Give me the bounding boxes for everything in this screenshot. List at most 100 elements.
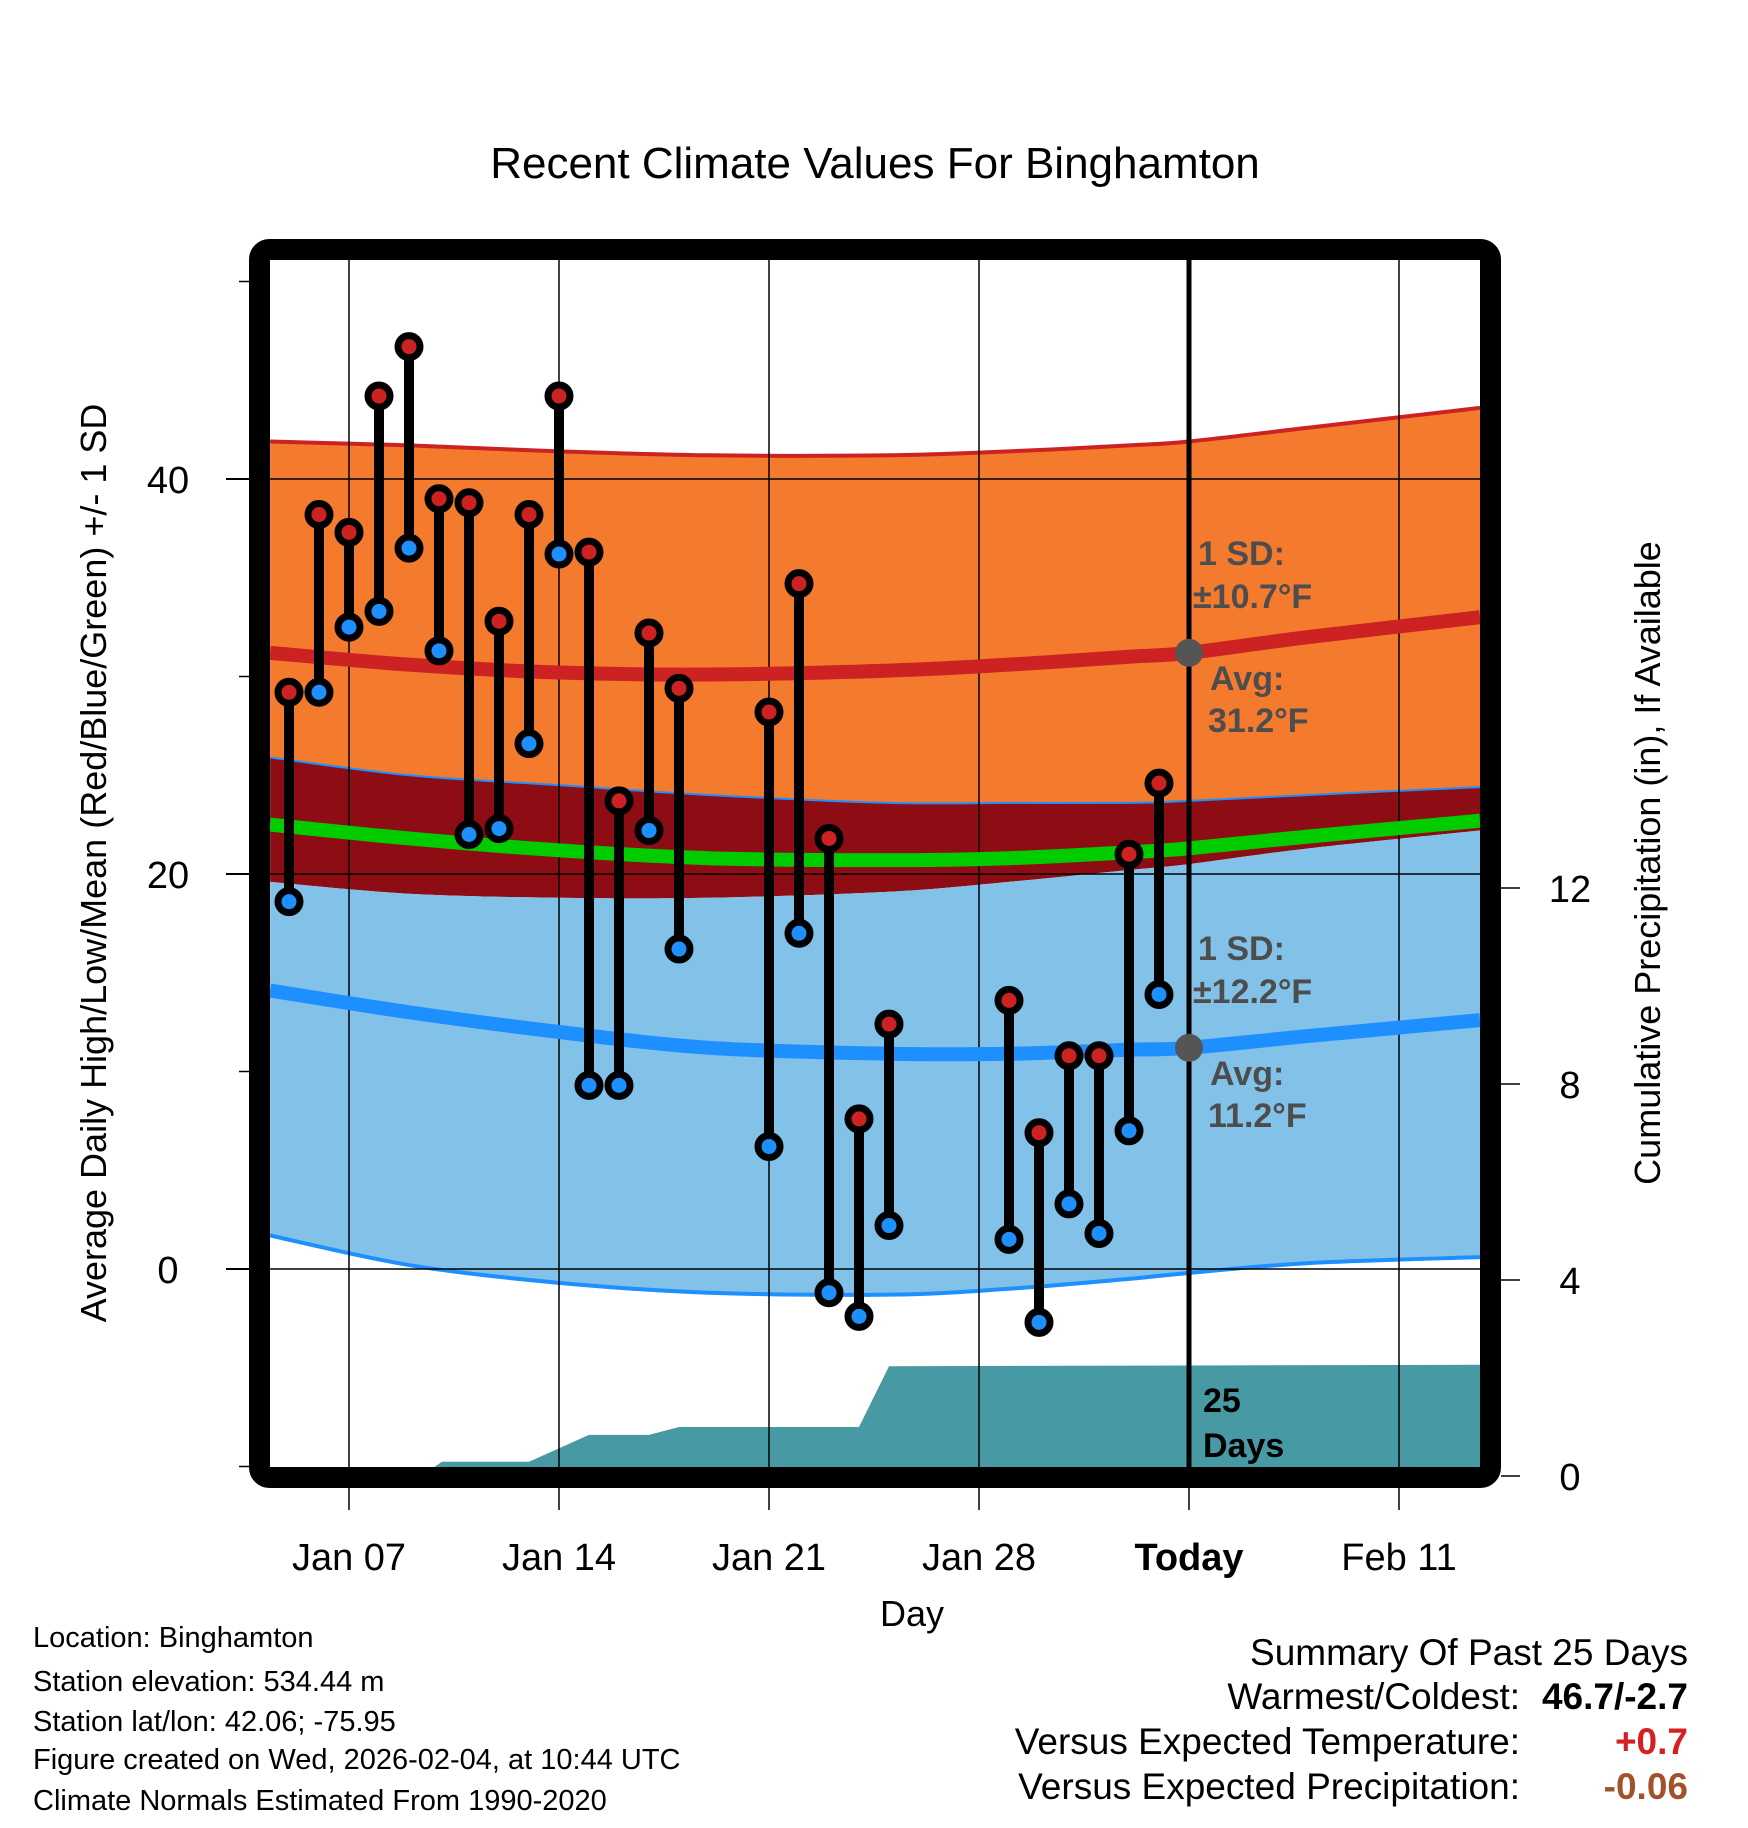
low-marker — [454, 820, 484, 849]
high-mean-line — [270, 610, 1480, 682]
y-axis-label: Average Daily High/Low/Mean (Red/Blue/Gr… — [73, 404, 114, 1323]
observation-jan-07 — [334, 517, 364, 642]
high-marker — [754, 697, 784, 727]
observation-jan-15 — [574, 537, 604, 1100]
observation-jan-08 — [364, 381, 394, 626]
low-marker — [604, 1070, 634, 1100]
high-sd-band — [270, 407, 1480, 804]
high-marker — [1054, 1041, 1084, 1071]
observation-jan-14 — [544, 381, 574, 569]
observation-jan-09 — [394, 332, 424, 563]
high-marker — [484, 606, 514, 636]
y-tick-label: 0 — [157, 1250, 178, 1292]
low-sd-label: 1 SD: — [1198, 930, 1285, 968]
observation-jan-21 — [754, 697, 784, 1162]
observation-jan-29 — [994, 985, 1024, 1254]
meta-normals: Climate Normals Estimated From 1990-2020 — [33, 1785, 607, 1817]
vs-precip-value: -0.06 — [1603, 1766, 1688, 1807]
observation-jan-12 — [484, 606, 514, 844]
x-axis-label: Day — [880, 1593, 944, 1634]
axes: Jan 07 Jan 14 Jan 21 Jan 28 Today Feb 1102040… — [147, 280, 1591, 1579]
observation-jan-17 — [634, 618, 664, 846]
low-marker — [484, 814, 514, 844]
observation-jan-11 — [454, 488, 484, 849]
low-marker — [1054, 1189, 1084, 1219]
high-marker — [1084, 1041, 1114, 1071]
low-plus-sd-edge — [270, 756, 1480, 805]
observation-jan-10 — [424, 484, 454, 666]
high-sd-value: ±10.7°F — [1193, 578, 1312, 616]
low-sd-value: ±12.2°F — [1193, 973, 1312, 1011]
observation-jan-18 — [664, 673, 694, 964]
high-marker — [424, 484, 454, 514]
low-marker — [544, 539, 574, 569]
precipitation-fill — [434, 1364, 1480, 1467]
high-marker — [544, 381, 574, 411]
days-count-label: 25 — [1203, 1382, 1241, 1420]
observation-jan-05 — [274, 677, 304, 917]
meta-elevation: Station elevation: 534.44 m — [33, 1666, 385, 1698]
summary-vs-precip: Versus Expected Precipitation: -0.06 — [1018, 1766, 1688, 1808]
y2-tick-label: 12 — [1549, 869, 1591, 911]
high-marker — [664, 673, 694, 703]
observation-jan-13 — [514, 500, 544, 759]
y-tick-label: 20 — [147, 855, 189, 897]
observation-jan-22 — [784, 569, 814, 948]
observation-jan-31 — [1054, 1041, 1084, 1219]
annotations: 1 SD: ±10.7°F Avg: 31.2°F 1 SD: ±12.2°F … — [1193, 535, 1312, 1465]
high-marker — [784, 569, 814, 599]
high-marker — [574, 537, 604, 567]
low-marker — [1114, 1116, 1144, 1146]
low-marker — [274, 887, 304, 917]
low-marker — [364, 596, 394, 626]
high-marker — [814, 823, 844, 853]
vs-temp-value: +0.7 — [1614, 1721, 1688, 1762]
x-tick-label: Jan 14 — [502, 1537, 616, 1579]
y-tick-label: 40 — [147, 460, 189, 502]
observation-jan-25 — [874, 1009, 904, 1241]
observation-jan-16 — [604, 786, 634, 1100]
meta-created: Figure created on Wed, 2026-02-04, at 10… — [33, 1744, 681, 1776]
high-marker — [274, 677, 304, 707]
days-word-label: Days — [1203, 1427, 1284, 1465]
high-sd-label: 1 SD: — [1198, 535, 1285, 573]
plot-frame — [249, 239, 1501, 1488]
y2-tick-label: 0 — [1559, 1457, 1580, 1499]
precipitation-area — [434, 1364, 1480, 1467]
warmest-coldest-value: 46.7/-2.7 — [1541, 1676, 1688, 1717]
low-marker — [394, 533, 424, 563]
daily-observations — [274, 332, 1174, 1337]
high-marker — [874, 1009, 904, 1039]
observation-jan-24 — [844, 1104, 874, 1331]
y2-axis-label: Cumulative Precipitation (in), If Availa… — [1627, 541, 1668, 1185]
vs-temp-label: Versus Expected Temperature: — [1014, 1721, 1520, 1762]
x-tick-label: Today — [1134, 1537, 1243, 1579]
summary-heading: Summary Of Past 25 Days — [1250, 1632, 1688, 1673]
high-marker — [364, 381, 394, 411]
high-marker — [394, 332, 424, 362]
low-marker — [514, 729, 544, 759]
x-tick-label: Jan 07 — [292, 1537, 406, 1579]
low-marker — [634, 816, 664, 846]
observation-feb-03 — [1144, 768, 1174, 1009]
high-marker — [1144, 768, 1174, 798]
low-minus-sd-edge — [270, 1233, 1480, 1297]
low-marker — [334, 612, 364, 642]
warmest-coldest-label: Warmest/Coldest: — [1227, 1676, 1520, 1717]
low-marker — [994, 1224, 1024, 1254]
low-marker — [874, 1211, 904, 1241]
observation-feb-01 — [1084, 1041, 1114, 1248]
summary-vs-temp: Versus Expected Temperature: +0.7 — [1015, 1721, 1688, 1763]
y2-tick-label: 8 — [1559, 1065, 1580, 1107]
low-marker — [424, 636, 454, 666]
overlap-band — [270, 757, 1480, 899]
today-low-avg-dot — [1175, 1033, 1203, 1062]
plot-area: 1 SD: ±10.7°F Avg: 31.2°F 1 SD: ±12.2°F … — [270, 260, 1480, 1467]
chart-title: Recent Climate Values For Binghamton — [490, 139, 1260, 188]
low-mean-line — [270, 983, 1480, 1062]
vs-precip-label: Versus Expected Precipitation: — [1018, 1766, 1520, 1807]
observation-feb-02 — [1114, 839, 1144, 1146]
low-sd-band — [270, 830, 1480, 1295]
x-tick-label: Jan 28 — [922, 1537, 1036, 1579]
